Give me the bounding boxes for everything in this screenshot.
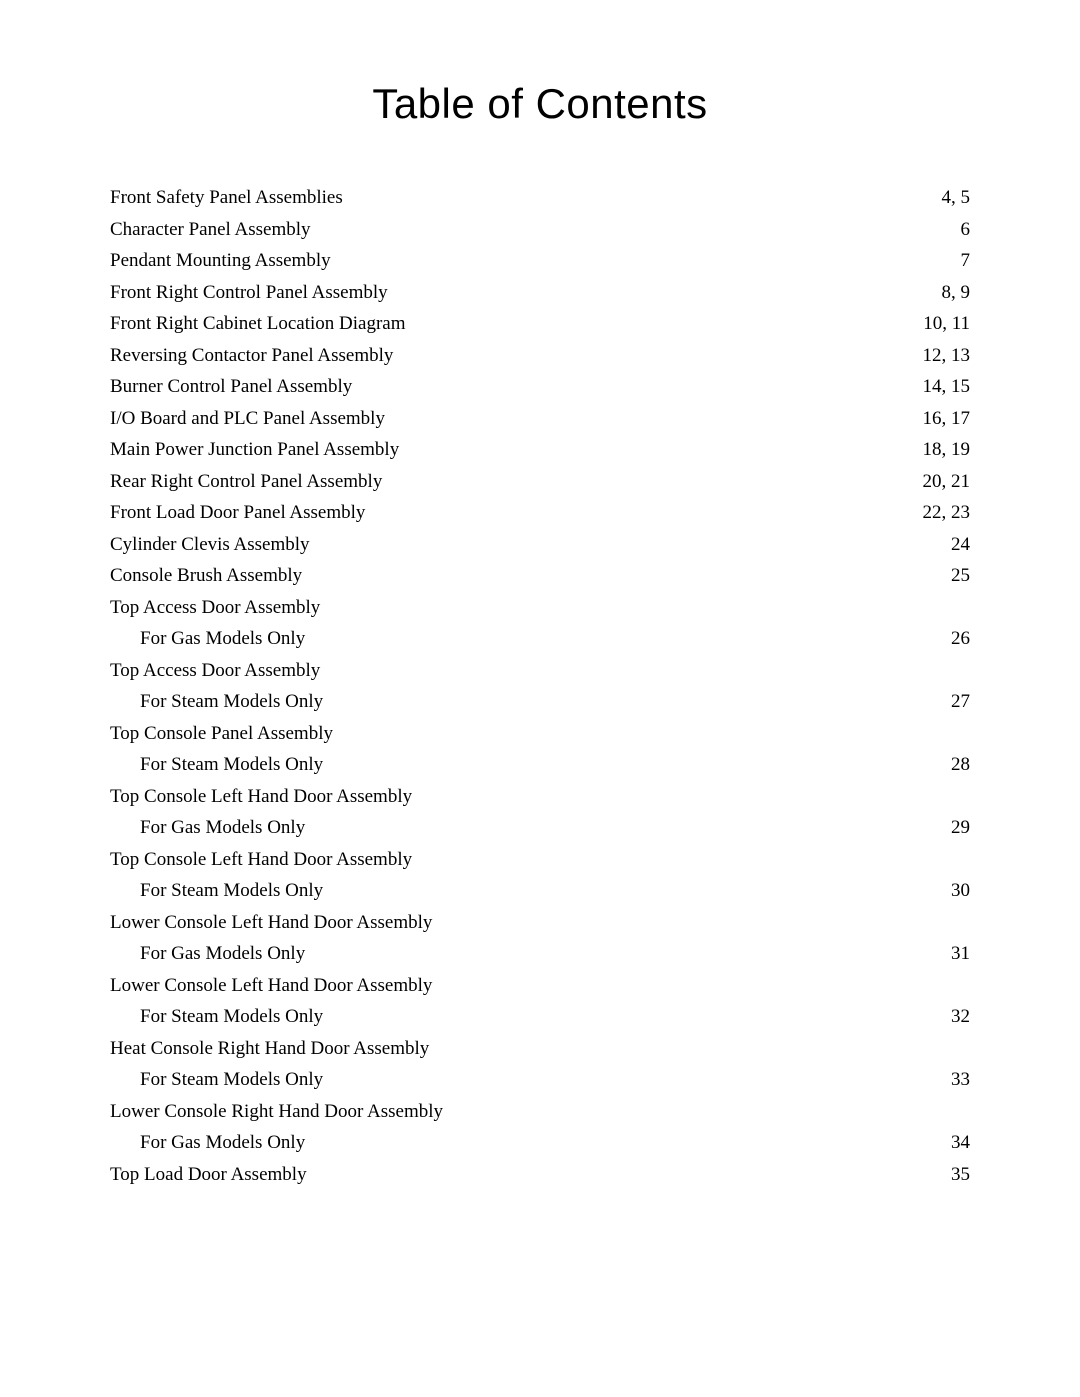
toc-page: 31	[947, 944, 970, 963]
toc-label: Main Power Junction Panel Assembly	[110, 440, 399, 459]
toc-row: Front Load Door Panel Assembly 22, 23	[110, 503, 970, 522]
toc-heading: Top Console Left Hand Door Assembly	[110, 787, 970, 806]
toc-page: 33	[947, 1070, 970, 1089]
toc-heading: Top Console Left Hand Door Assembly	[110, 850, 970, 869]
toc-row: Reversing Contactor Panel Assembly 12, 1…	[110, 346, 970, 365]
toc-row: Character Panel Assembly 6	[110, 220, 970, 239]
toc-page: 22, 23	[919, 503, 971, 522]
toc-label: I/O Board and PLC Panel Assembly	[110, 409, 385, 428]
toc-page: 8, 9	[938, 283, 971, 302]
toc-page: 12, 13	[919, 346, 971, 365]
toc-page: 30	[947, 881, 970, 900]
toc-row: Rear Right Control Panel Assembly 20, 21	[110, 472, 970, 491]
toc-label: For Gas Models Only	[140, 1133, 305, 1152]
toc-heading: Heat Console Right Hand Door Assembly	[110, 1039, 970, 1058]
toc-label: Reversing Contactor Panel Assembly	[110, 346, 393, 365]
toc-page: 16, 17	[919, 409, 971, 428]
toc-sub-row: For Steam Models Only 30	[110, 881, 970, 900]
toc-sub-row: For Gas Models Only 34	[110, 1133, 970, 1152]
toc-label: Burner Control Panel Assembly	[110, 377, 352, 396]
toc-sub-row: For Steam Models Only 33	[110, 1070, 970, 1089]
toc-label: Front Safety Panel Assemblies	[110, 188, 343, 207]
toc-heading: Lower Console Left Hand Door Assembly	[110, 976, 970, 995]
toc-label: For Steam Models Only	[140, 692, 323, 711]
toc-sub-row: For Gas Models Only 31	[110, 944, 970, 963]
toc-label: For Gas Models Only	[140, 818, 305, 837]
toc-list: Front Safety Panel Assemblies 4, 5 Charac…	[110, 188, 970, 1184]
toc-heading: Top Access Door Assembly	[110, 661, 970, 680]
toc-page: 14, 15	[919, 377, 971, 396]
toc-row: Main Power Junction Panel Assembly 18, 1…	[110, 440, 970, 459]
toc-row: Pendant Mounting Assembly 7	[110, 251, 970, 270]
toc-label: For Steam Models Only	[140, 1070, 323, 1089]
toc-label: Pendant Mounting Assembly	[110, 251, 331, 270]
toc-label: Character Panel Assembly	[110, 220, 311, 239]
toc-sub-row: For Gas Models Only 29	[110, 818, 970, 837]
toc-page: 25	[947, 566, 970, 585]
toc-page: 35	[947, 1165, 970, 1184]
toc-sub-row: For Steam Models Only 28	[110, 755, 970, 774]
toc-label: Console Brush Assembly	[110, 566, 302, 585]
toc-sub-row: For Gas Models Only 26	[110, 629, 970, 648]
toc-page: 20, 21	[919, 472, 971, 491]
toc-row: Cylinder Clevis Assembly 24	[110, 535, 970, 554]
toc-page: 29	[947, 818, 970, 837]
toc-sub-row: For Steam Models Only 27	[110, 692, 970, 711]
toc-row: I/O Board and PLC Panel Assembly 16, 17	[110, 409, 970, 428]
toc-page: 28	[947, 755, 970, 774]
toc-heading: Top Access Door Assembly	[110, 598, 970, 617]
toc-page: 6	[957, 220, 971, 239]
toc-page: 32	[947, 1007, 970, 1026]
toc-label: Top Load Door Assembly	[110, 1165, 307, 1184]
toc-heading: Lower Console Right Hand Door Assembly	[110, 1102, 970, 1121]
toc-label: Rear Right Control Panel Assembly	[110, 472, 382, 491]
toc-label: For Steam Models Only	[140, 881, 323, 900]
toc-label: For Gas Models Only	[140, 944, 305, 963]
toc-label: For Steam Models Only	[140, 1007, 323, 1026]
toc-row: Front Right Control Panel Assembly 8, 9	[110, 283, 970, 302]
document-page: Table of Contents Front Safety Panel Ass…	[0, 0, 1080, 1397]
toc-page: 7	[957, 251, 971, 270]
toc-label: Front Right Cabinet Location Diagram	[110, 314, 406, 333]
page-title: Table of Contents	[110, 80, 970, 128]
toc-row: Front Safety Panel Assemblies 4, 5	[110, 188, 970, 207]
toc-label: Cylinder Clevis Assembly	[110, 535, 310, 554]
toc-sub-row: For Steam Models Only 32	[110, 1007, 970, 1026]
toc-page: 10, 11	[919, 314, 970, 333]
toc-heading: Top Console Panel Assembly	[110, 724, 970, 743]
toc-label: For Gas Models Only	[140, 629, 305, 648]
toc-label: Front Load Door Panel Assembly	[110, 503, 365, 522]
toc-label: Front Right Control Panel Assembly	[110, 283, 388, 302]
toc-heading: Lower Console Left Hand Door Assembly	[110, 913, 970, 932]
toc-row: Front Right Cabinet Location Diagram 10,…	[110, 314, 970, 333]
toc-row: Console Brush Assembly 25	[110, 566, 970, 585]
toc-row: Top Load Door Assembly 35	[110, 1165, 970, 1184]
toc-page: 4, 5	[938, 188, 971, 207]
toc-page: 34	[947, 1133, 970, 1152]
toc-label: For Steam Models Only	[140, 755, 323, 774]
toc-page: 18, 19	[919, 440, 971, 459]
toc-row: Burner Control Panel Assembly 14, 15	[110, 377, 970, 396]
toc-page: 27	[947, 692, 970, 711]
toc-page: 24	[947, 535, 970, 554]
toc-page: 26	[947, 629, 970, 648]
